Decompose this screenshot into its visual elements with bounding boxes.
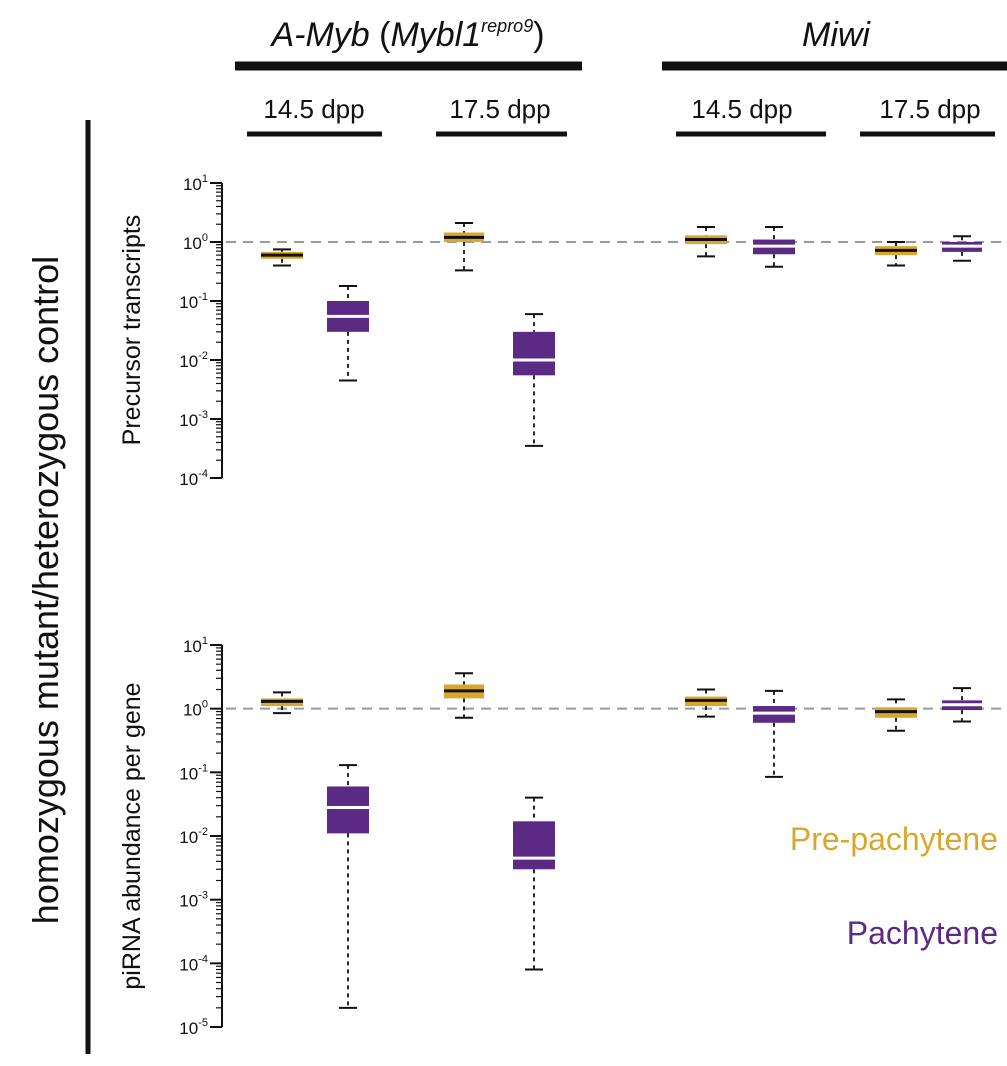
y-tick-label: 10-4 (179, 953, 208, 974)
y-tick-exponent: -4 (198, 468, 208, 480)
y-tick-base: 10 (179, 470, 198, 489)
y-tick-exponent: 0 (202, 699, 208, 711)
y-tick-base: 10 (179, 293, 198, 312)
y-tick-base: 10 (183, 701, 202, 720)
y-tick-label: 10-1 (179, 291, 208, 312)
y-tick-exponent: -4 (198, 953, 208, 965)
timepoint-label-4: 17.5 dpp (879, 94, 980, 124)
y-tick-base: 10 (183, 234, 202, 253)
legend-pachytene: Pachytene (847, 915, 998, 951)
amyb-allele: repro9 (481, 16, 533, 36)
amyb-paren-open: ( (370, 16, 391, 54)
y-tick-exponent: 1 (202, 635, 208, 647)
y-tick-base: 10 (179, 892, 198, 911)
box-pachytene (513, 331, 555, 376)
y-tick-base: 10 (179, 1019, 198, 1038)
y-tick-exponent: 0 (202, 232, 208, 244)
y-tick-exponent: -2 (198, 350, 208, 362)
y-tick-exponent: 1 (202, 173, 208, 185)
box-pachytene (513, 821, 555, 870)
timepoint-label-1: 14.5 dpp (263, 94, 364, 124)
y-tick-label: 101 (183, 635, 208, 656)
y-tick-exponent: -1 (198, 291, 208, 303)
y-tick-label: 100 (183, 699, 208, 720)
y-tick-base: 10 (179, 828, 198, 847)
y-tick-label: 101 (183, 173, 208, 194)
amyb-gene: Mybl1 (390, 16, 481, 54)
y-tick-label: 10-5 (179, 1017, 208, 1038)
y-tick-exponent: -1 (198, 762, 208, 774)
y-tick-label: 10-3 (179, 890, 208, 911)
y-tick-label: 10-1 (179, 762, 208, 783)
panel-1-ylabel: Precursor transcripts (118, 215, 146, 446)
y-tick-base: 10 (179, 764, 198, 783)
outer-ylabel: homozygous mutant/heterozygous control (25, 256, 66, 924)
y-tick-label: 10-2 (179, 350, 208, 371)
y-tick-exponent: -3 (198, 890, 208, 902)
amyb-name: A-Myb (269, 16, 369, 54)
y-tick-label: 10-4 (179, 468, 208, 489)
timepoint-label-3: 14.5 dpp (691, 94, 792, 124)
amyb-paren-close: ) (533, 16, 544, 54)
y-tick-exponent: -2 (198, 826, 208, 838)
legend-pre-pachytene: Pre-pachytene (790, 821, 998, 857)
timepoint-label-2: 17.5 dpp (449, 94, 550, 124)
y-tick-base: 10 (183, 175, 202, 194)
group-label-miwi: Miwi (802, 16, 871, 54)
panel-2-ylabel: piRNA abundance per gene (118, 682, 146, 989)
y-tick-label: 10-2 (179, 826, 208, 847)
y-tick-exponent: -5 (198, 1017, 208, 1029)
y-tick-base: 10 (179, 955, 198, 974)
y-tick-label: 100 (183, 232, 208, 253)
box-pachytene (327, 786, 369, 834)
y-tick-exponent: -3 (198, 409, 208, 421)
y-tick-base: 10 (183, 637, 202, 656)
y-tick-label: 10-3 (179, 409, 208, 430)
y-tick-base: 10 (179, 352, 198, 371)
group-label-amyb: A-Myb (Mybl1repro9) (269, 16, 544, 54)
y-tick-base: 10 (179, 411, 198, 430)
